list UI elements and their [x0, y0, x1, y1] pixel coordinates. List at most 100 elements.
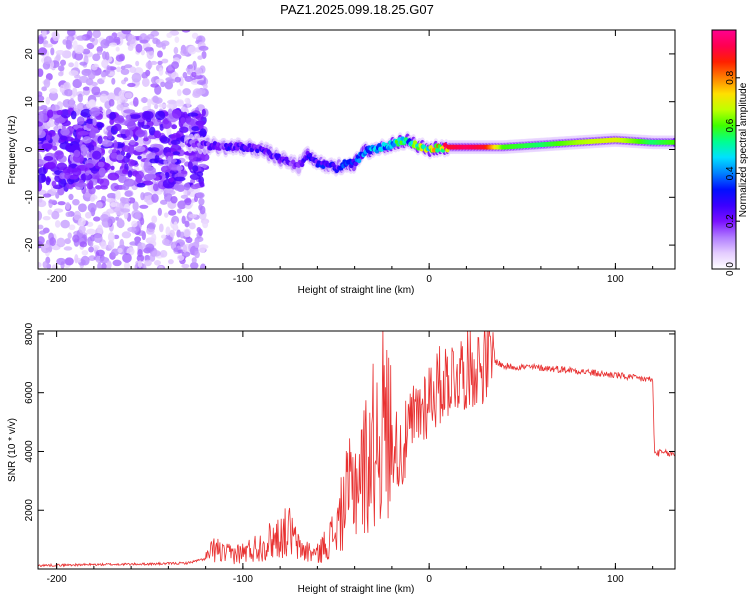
spectral-cell [38, 236, 45, 245]
spectral-cell [92, 53, 101, 62]
spectral-cell [122, 169, 129, 175]
spectral-cell [116, 154, 124, 161]
spectral-cell [174, 36, 180, 43]
spectral-cell [143, 137, 149, 142]
spectral-cell [93, 216, 101, 222]
spectral-cell [65, 202, 71, 210]
spectral-cell [196, 227, 202, 233]
spectral-cell [168, 177, 175, 183]
spectral-cell [92, 30, 101, 39]
spectral-cell [95, 185, 102, 190]
spectral-cell [73, 149, 81, 158]
spectral-cell [120, 208, 131, 213]
spectral-cell [194, 239, 200, 248]
spectral-cell [80, 172, 93, 181]
spectral-cell [54, 150, 64, 160]
spectral-cell [65, 39, 72, 49]
colorbar-gradient [712, 30, 736, 269]
spectral-cell [78, 225, 86, 234]
spectral-cell [198, 244, 206, 253]
spectral-cell [169, 229, 175, 238]
spectral-cell [119, 196, 126, 203]
spectral-cell [65, 211, 72, 217]
spectral-cell [195, 192, 205, 199]
spectral-cell [152, 183, 159, 192]
spectral-cell [126, 120, 137, 131]
x-tick-label: 100 [607, 274, 624, 285]
spectral-cell [164, 171, 170, 179]
spectral-cell [191, 126, 200, 132]
spectral-cell [135, 173, 143, 184]
spectral-cell [173, 183, 181, 191]
spectral-cell [206, 141, 211, 147]
spectral-cell [42, 261, 48, 269]
spectral-cell [159, 223, 164, 233]
spectral-cell [68, 70, 79, 77]
spectral-cell [89, 107, 101, 117]
snr-y-label: SNR (10 * v/v) [7, 418, 18, 482]
colorbar-ticks: 0.0 0.2 0.4 0.6 0.8 [725, 70, 740, 276]
spectral-cell [59, 59, 67, 66]
spectral-cell [77, 203, 87, 213]
y-tick-label: 8000 [24, 322, 35, 345]
spectral-cell [172, 109, 182, 119]
spectral-cell [167, 155, 172, 164]
spectral-cell [107, 92, 116, 102]
spectral-cell [123, 109, 136, 114]
spectral-cell [163, 192, 173, 202]
spectral-cell [170, 196, 178, 204]
spectral-cell [89, 99, 97, 108]
spectral-cell [144, 166, 157, 174]
spectral-cell [110, 152, 118, 159]
spectral-cell [140, 217, 145, 226]
spectral-cell [72, 234, 80, 243]
spectral-cell [197, 55, 203, 60]
spectral-cell [143, 47, 154, 52]
spectral-cell [162, 117, 170, 125]
spectral-cell [172, 151, 181, 156]
spectral-cell [158, 67, 164, 76]
spectral-cell [80, 144, 87, 152]
spectral-cell [79, 241, 88, 248]
x-tick-label: -200 [47, 274, 67, 285]
spectral-cell [72, 78, 82, 89]
spectral-cell [68, 193, 74, 201]
spectral-cell [56, 237, 66, 248]
spectral-cell [140, 192, 145, 201]
spectral-cell [134, 145, 146, 153]
spectral-cell [38, 159, 47, 165]
spectral-cell [82, 48, 91, 55]
spectral-cell [57, 65, 65, 72]
spectral-cell [43, 56, 52, 65]
spectral-cell [181, 30, 191, 33]
spectral-cell [180, 194, 188, 199]
spectral-cell [187, 161, 193, 171]
spectral-cell [38, 68, 44, 77]
spectral-cell [87, 202, 97, 213]
spectral-cell [139, 204, 149, 209]
spectral-cell [45, 134, 51, 142]
spectral-cell [67, 232, 72, 239]
spectral-cell [192, 165, 199, 172]
spectral-cell [187, 112, 199, 117]
spectral-cell [59, 84, 65, 94]
spectral-cell [48, 91, 59, 101]
spectrogram-y-ticks: -20 -10 0 10 20 [24, 48, 675, 252]
spectral-cell [141, 72, 149, 79]
spectral-cell [157, 207, 162, 217]
spectral-cell [202, 84, 208, 89]
spectral-cell [173, 247, 179, 252]
spectral-cell [134, 236, 142, 243]
spectral-cell [198, 45, 209, 51]
spectral-cell [79, 61, 88, 66]
spectral-cell [109, 111, 116, 121]
spectral-cell [137, 242, 146, 250]
spectral-cell [66, 183, 74, 189]
spectral-cell [72, 87, 78, 97]
spectral-cell [212, 141, 218, 146]
spectral-cell [51, 104, 60, 111]
spectral-cell [70, 110, 77, 120]
colorbar-tick-label: 0.8 [725, 70, 736, 84]
spectral-cell [160, 165, 171, 173]
